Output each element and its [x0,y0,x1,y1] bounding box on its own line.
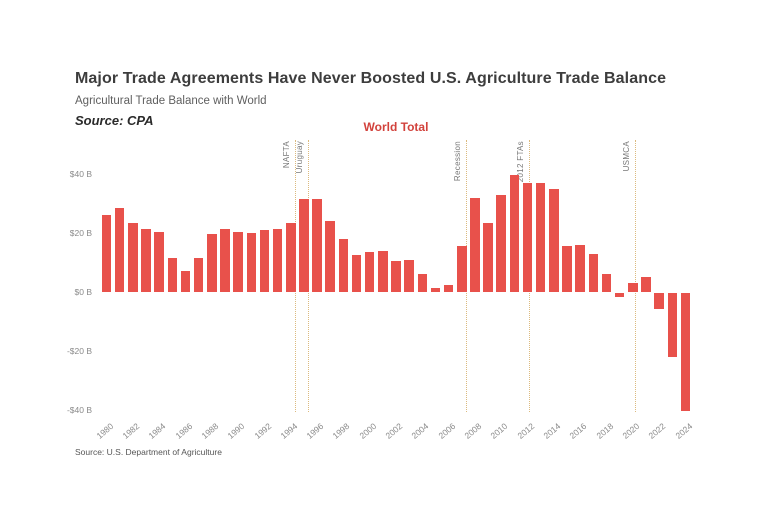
bar-1986 [180,271,191,292]
x-tick-label: 2000 [357,421,379,441]
source-attribution: Source: CPA [75,113,154,128]
bar-2003 [404,259,414,292]
x-tick-label: 2022 [646,421,668,441]
bar-2018 [601,274,612,292]
plot-area: $40 B $20 B $0 B -$20 B -$40 B NAFTA Uruguay Re… [67,140,694,441]
x-tick-label: 1982 [120,421,142,441]
bar-2014 [549,188,559,292]
bar-2007 [457,246,467,292]
bar-1992 [259,230,270,292]
x-tick-label: 1984 [146,421,168,441]
y-tick-label: $20 B [69,228,92,238]
annotation-label: Recession [453,141,463,182]
x-tick-label: 2016 [567,421,589,441]
annotation-line-uruguay: Uruguay [295,140,310,412]
annotation-line-nafta: NAFTA [282,140,297,412]
x-tick-label: 2008 [462,421,484,441]
x-tick-label: 1992 [251,421,273,441]
annotation-line-recession: Recession [453,140,468,412]
bar-1990 [233,231,243,292]
bar-2024 [680,292,691,411]
bar-2001 [378,250,388,292]
x-tick-label: 2024 [672,421,694,441]
x-tick-label: 2018 [594,421,615,441]
x-tick-label: 2010 [488,421,510,441]
x-tick-label: 2014 [541,421,563,441]
x-tick-label: 1980 [94,421,116,441]
annotation-line-usmca: USMCA [622,140,637,412]
x-tick-label: 1998 [330,421,352,441]
x-tick-label: 1988 [199,421,221,441]
bar-2017 [588,253,599,292]
bar-2023 [667,292,678,358]
bar-2016 [575,244,585,292]
x-tick-label: 2006 [436,421,458,441]
bar-2009 [483,222,493,292]
x-tick-label: 2004 [409,421,431,441]
bar-1993 [272,228,283,292]
bar-1980 [101,215,112,292]
bar-2002 [391,261,401,292]
bar-2012 [522,182,533,292]
y-tick-label: $0 B [74,287,93,297]
bar-1981 [114,207,125,292]
annotation-label: USMCA [622,141,632,172]
bar-2000 [364,252,375,292]
bar-1988 [207,234,217,292]
bar-2015 [562,246,572,292]
bar-1997 [325,221,335,292]
bar-1985 [167,258,178,292]
bar-1998 [338,238,349,292]
bar-2010 [496,194,506,292]
bar-1989 [220,228,230,292]
chart-subtitle: Agricultural Trade Balance with World [75,95,267,107]
annotation-label: NAFTA [282,141,292,169]
x-tick-label: 2002 [383,421,405,441]
bar-2021 [641,277,651,292]
bar-2006 [443,284,454,292]
bar-1987 [193,258,204,292]
bar-2022 [654,292,664,309]
bar-1996 [312,199,322,292]
bar-1994 [286,222,296,292]
x-tick-label: 1986 [173,421,194,441]
bar-2013 [535,182,546,292]
y-tick-label: -$40 B [66,405,92,415]
x-tick-label: 1994 [278,421,300,441]
y-tick-label: -$20 B [66,346,92,356]
x-tick-label: 2020 [620,421,642,441]
bar-2011 [509,175,520,292]
footer-source: Source: U.S. Department of Agriculture [75,447,222,457]
bar-2020 [628,283,638,292]
legend-world-total: World Total [363,120,429,134]
bar-1983 [141,228,151,292]
x-tick-label: 2012 [515,421,536,441]
x-tick-label: 1990 [225,421,247,441]
y-tick-label: $40 B [69,169,92,179]
bar-1995 [299,199,309,292]
annotation-label: Uruguay [295,141,305,174]
x-tick-label: 1996 [304,421,326,441]
bar-2004 [417,274,428,292]
bar-2005 [430,287,441,292]
bar-2008 [470,197,480,292]
page-title: Major Trade Agreements Have Never Booste… [75,70,667,87]
bar-1991 [246,233,257,292]
bar-1982 [128,222,138,292]
bar-2019 [614,292,625,297]
bar-1984 [154,231,164,292]
bar-1999 [351,255,362,292]
